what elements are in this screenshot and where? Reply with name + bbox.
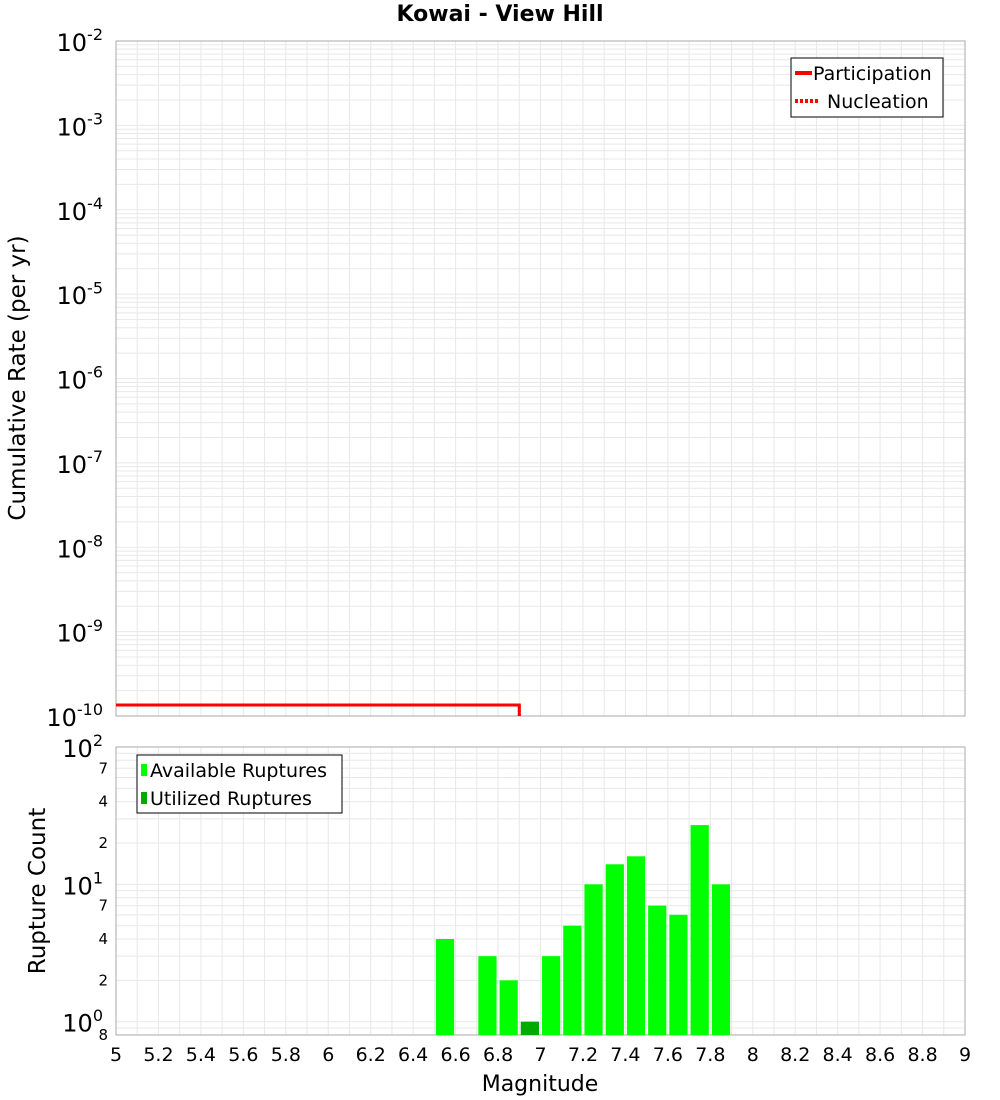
y-tick-label-bottom-exponent: 0 bbox=[93, 1006, 103, 1025]
y-tick-label-top-base: 10 bbox=[57, 29, 88, 57]
x-tick-label: 7 bbox=[534, 1044, 546, 1066]
y-tick-label-top: 10-10 bbox=[46, 700, 103, 732]
y-tick-label-top-base: 10 bbox=[57, 113, 88, 141]
y-tick-label-top-exponent: -7 bbox=[87, 447, 103, 466]
x-tick-label: 8.2 bbox=[780, 1044, 810, 1066]
y-tick-label-bottom: 2 bbox=[98, 971, 108, 989]
top-plot-frame bbox=[115, 40, 966, 717]
x-tick-label: 5.4 bbox=[186, 1044, 216, 1066]
y-tick-label-top-base: 10 bbox=[57, 451, 88, 479]
y-tick-label-top: 10-7 bbox=[57, 447, 104, 479]
y-tick-label-top: 10-3 bbox=[57, 110, 104, 142]
y-tick-label-top-base: 10 bbox=[57, 282, 88, 310]
participation-line bbox=[116, 703, 521, 716]
y-tick-label-top-exponent: -2 bbox=[87, 25, 103, 44]
legend-utilized-swatch bbox=[141, 792, 147, 804]
y-tick-label-top: 10-4 bbox=[57, 194, 104, 226]
y-tick-label-top-exponent: -8 bbox=[87, 531, 103, 550]
x-tick-label: 8.8 bbox=[907, 1044, 937, 1066]
y-tick-label-top-exponent: -9 bbox=[87, 616, 103, 635]
y-tick-label-top-base: 10 bbox=[46, 704, 77, 732]
chart-title: Kowai - View Hill bbox=[396, 2, 604, 27]
x-tick-label: 9 bbox=[959, 1044, 971, 1066]
available-rupture-bar bbox=[605, 864, 624, 1035]
y-tick-label-top: 10-5 bbox=[57, 278, 104, 310]
x-tick-label: 6.4 bbox=[398, 1044, 428, 1066]
x-tick-label: 6.8 bbox=[483, 1044, 513, 1066]
x-tick-label: 6 bbox=[322, 1044, 334, 1066]
legend-available-swatch bbox=[141, 764, 147, 776]
y-tick-label-bottom: 7 bbox=[98, 759, 108, 777]
available-rupture-bar bbox=[648, 905, 667, 1035]
y-tick-label-bottom: 2 bbox=[98, 834, 108, 852]
legend-utilized-label: Utilized Ruptures bbox=[150, 788, 312, 810]
y-axis-label-bottom: Rupture Count bbox=[25, 808, 51, 974]
y-tick-label-bottom: 7 bbox=[98, 897, 108, 915]
x-tick-label: 8 bbox=[747, 1044, 759, 1066]
y-axis-label-top: Cumulative Rate (per yr) bbox=[5, 235, 31, 520]
y-tick-label-bottom-base: 10 bbox=[62, 1010, 93, 1038]
x-tick-label: 7.8 bbox=[695, 1044, 725, 1066]
y-tick-label-bottom: 4 bbox=[98, 930, 108, 948]
utilized-rupture-bar bbox=[520, 1021, 539, 1035]
available-rupture-bar bbox=[542, 956, 561, 1035]
available-rupture-bar bbox=[711, 884, 731, 1035]
available-rupture-bar bbox=[626, 856, 646, 1035]
top-legend-box bbox=[790, 57, 944, 118]
available-rupture-bar bbox=[584, 884, 603, 1035]
available-rupture-bar bbox=[435, 939, 455, 1035]
gridlines bbox=[115, 41, 966, 1036]
available-rupture-bar bbox=[563, 925, 582, 1035]
y-tick-label-bottom: 101 bbox=[62, 869, 103, 901]
x-tick-label: 5 bbox=[110, 1044, 122, 1066]
available-rupture-bar bbox=[499, 980, 518, 1035]
y-tick-label-bottom: 102 bbox=[62, 731, 103, 763]
y-tick-label-top: 10-9 bbox=[57, 616, 104, 648]
x-tick-label: 5.6 bbox=[228, 1044, 258, 1066]
x-tick-label: 7.6 bbox=[653, 1044, 683, 1066]
y-tick-label-top: 10-2 bbox=[57, 25, 104, 57]
x-tick-label: 8.6 bbox=[865, 1044, 895, 1066]
bottom-legend bbox=[136, 754, 343, 814]
y-tick-label-bottom: 4 bbox=[98, 793, 108, 811]
legend-available-label: Available Ruptures bbox=[150, 760, 327, 782]
y-tick-label-top-base: 10 bbox=[57, 367, 88, 395]
available-rupture-bar bbox=[478, 956, 497, 1035]
x-tick-label: 5.8 bbox=[271, 1044, 301, 1066]
x-tick-label: 6.2 bbox=[356, 1044, 386, 1066]
y-tick-label-top: 10-6 bbox=[57, 363, 104, 395]
bottom-legend-box bbox=[136, 754, 343, 814]
y-tick-label-top-exponent: -6 bbox=[87, 363, 103, 382]
y-tick-label-bottom-exponent: 1 bbox=[93, 869, 103, 888]
y-tick-label-top: 10-8 bbox=[57, 531, 104, 563]
legend-participation-label: Participation bbox=[813, 63, 932, 85]
available-rupture-bar bbox=[690, 825, 709, 1035]
y-tick-label-top-base: 10 bbox=[57, 535, 88, 563]
y-tick-label-top-exponent: -5 bbox=[87, 278, 103, 297]
y-tick-label-bottom-base: 10 bbox=[62, 872, 93, 900]
x-tick-label: 7.2 bbox=[568, 1044, 598, 1066]
y-tick-label-bottom: 8 bbox=[98, 1026, 108, 1044]
y-tick-label-bottom-exponent: 2 bbox=[93, 731, 103, 750]
available-rupture-bar bbox=[669, 914, 688, 1035]
nucleation-line bbox=[116, 703, 521, 716]
x-axis-label: Magnitude bbox=[482, 1072, 599, 1097]
y-tick-label-bottom-base: 10 bbox=[62, 735, 93, 763]
top-legend bbox=[790, 57, 944, 118]
x-tick-label: 6.6 bbox=[440, 1044, 470, 1066]
y-tick-label-bottom: 100 bbox=[62, 1006, 103, 1038]
legend-nucleation-label: Nucleation bbox=[827, 91, 929, 113]
x-tick-label: 5.2 bbox=[143, 1044, 173, 1066]
y-tick-label-top-exponent: -3 bbox=[87, 110, 103, 129]
x-tick-label: 7.4 bbox=[610, 1044, 640, 1066]
y-tick-label-top-base: 10 bbox=[57, 620, 88, 648]
y-tick-label-top-exponent: -4 bbox=[87, 194, 103, 213]
bottom-plot-frame bbox=[115, 746, 966, 1036]
y-tick-label-top-exponent: -10 bbox=[77, 700, 103, 719]
x-tick-label: 8.4 bbox=[823, 1044, 853, 1066]
y-tick-label-top-base: 10 bbox=[57, 198, 88, 226]
